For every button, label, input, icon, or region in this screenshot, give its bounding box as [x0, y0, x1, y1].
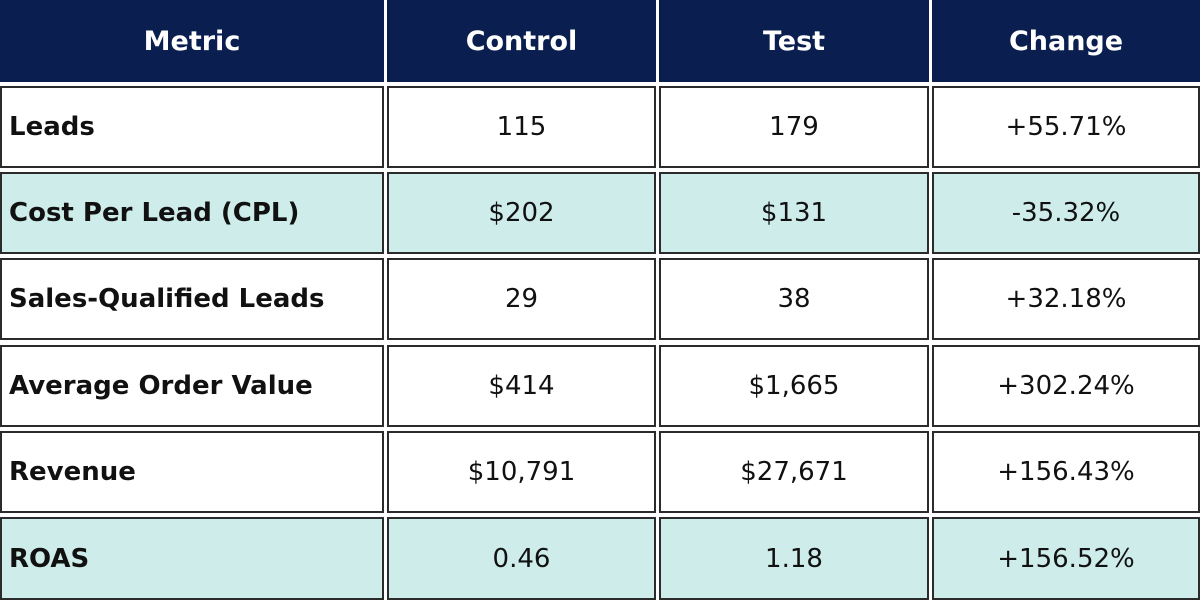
row-revenue-test: $27,671: [659, 431, 929, 513]
row-sql-metric: Sales-Qualified Leads: [0, 258, 384, 340]
row-cpl-change: -35.32%: [932, 172, 1200, 254]
row-leads-control: 115: [387, 86, 656, 168]
row-aov-metric: Average Order Value: [0, 345, 384, 427]
row-sql-change: +32.18%: [932, 258, 1200, 340]
row-cpl-control: $202: [387, 172, 656, 254]
header-cell-metric: Metric: [0, 0, 384, 82]
row-revenue-metric: Revenue: [0, 431, 384, 513]
row-cpl-metric: Cost Per Lead (CPL): [0, 172, 384, 254]
row-aov-test: $1,665: [659, 345, 929, 427]
header-cell-change: Change: [932, 0, 1200, 82]
row-roas-control: 0.46: [387, 517, 656, 600]
row-revenue-change: +156.43%: [932, 431, 1200, 513]
row-roas-change: +156.52%: [932, 517, 1200, 600]
row-leads-test: 179: [659, 86, 929, 168]
header-cell-test: Test: [659, 0, 929, 82]
row-sql-control: 29: [387, 258, 656, 340]
row-leads-change: +55.71%: [932, 86, 1200, 168]
row-revenue-control: $10,791: [387, 431, 656, 513]
header-cell-control: Control: [387, 0, 656, 82]
row-aov-change: +302.24%: [932, 345, 1200, 427]
row-roas-test: 1.18: [659, 517, 929, 600]
row-sql-test: 38: [659, 258, 929, 340]
row-leads-metric: Leads: [0, 86, 384, 168]
row-cpl-test: $131: [659, 172, 929, 254]
row-aov-control: $414: [387, 345, 656, 427]
row-roas-metric: ROAS: [0, 517, 384, 600]
